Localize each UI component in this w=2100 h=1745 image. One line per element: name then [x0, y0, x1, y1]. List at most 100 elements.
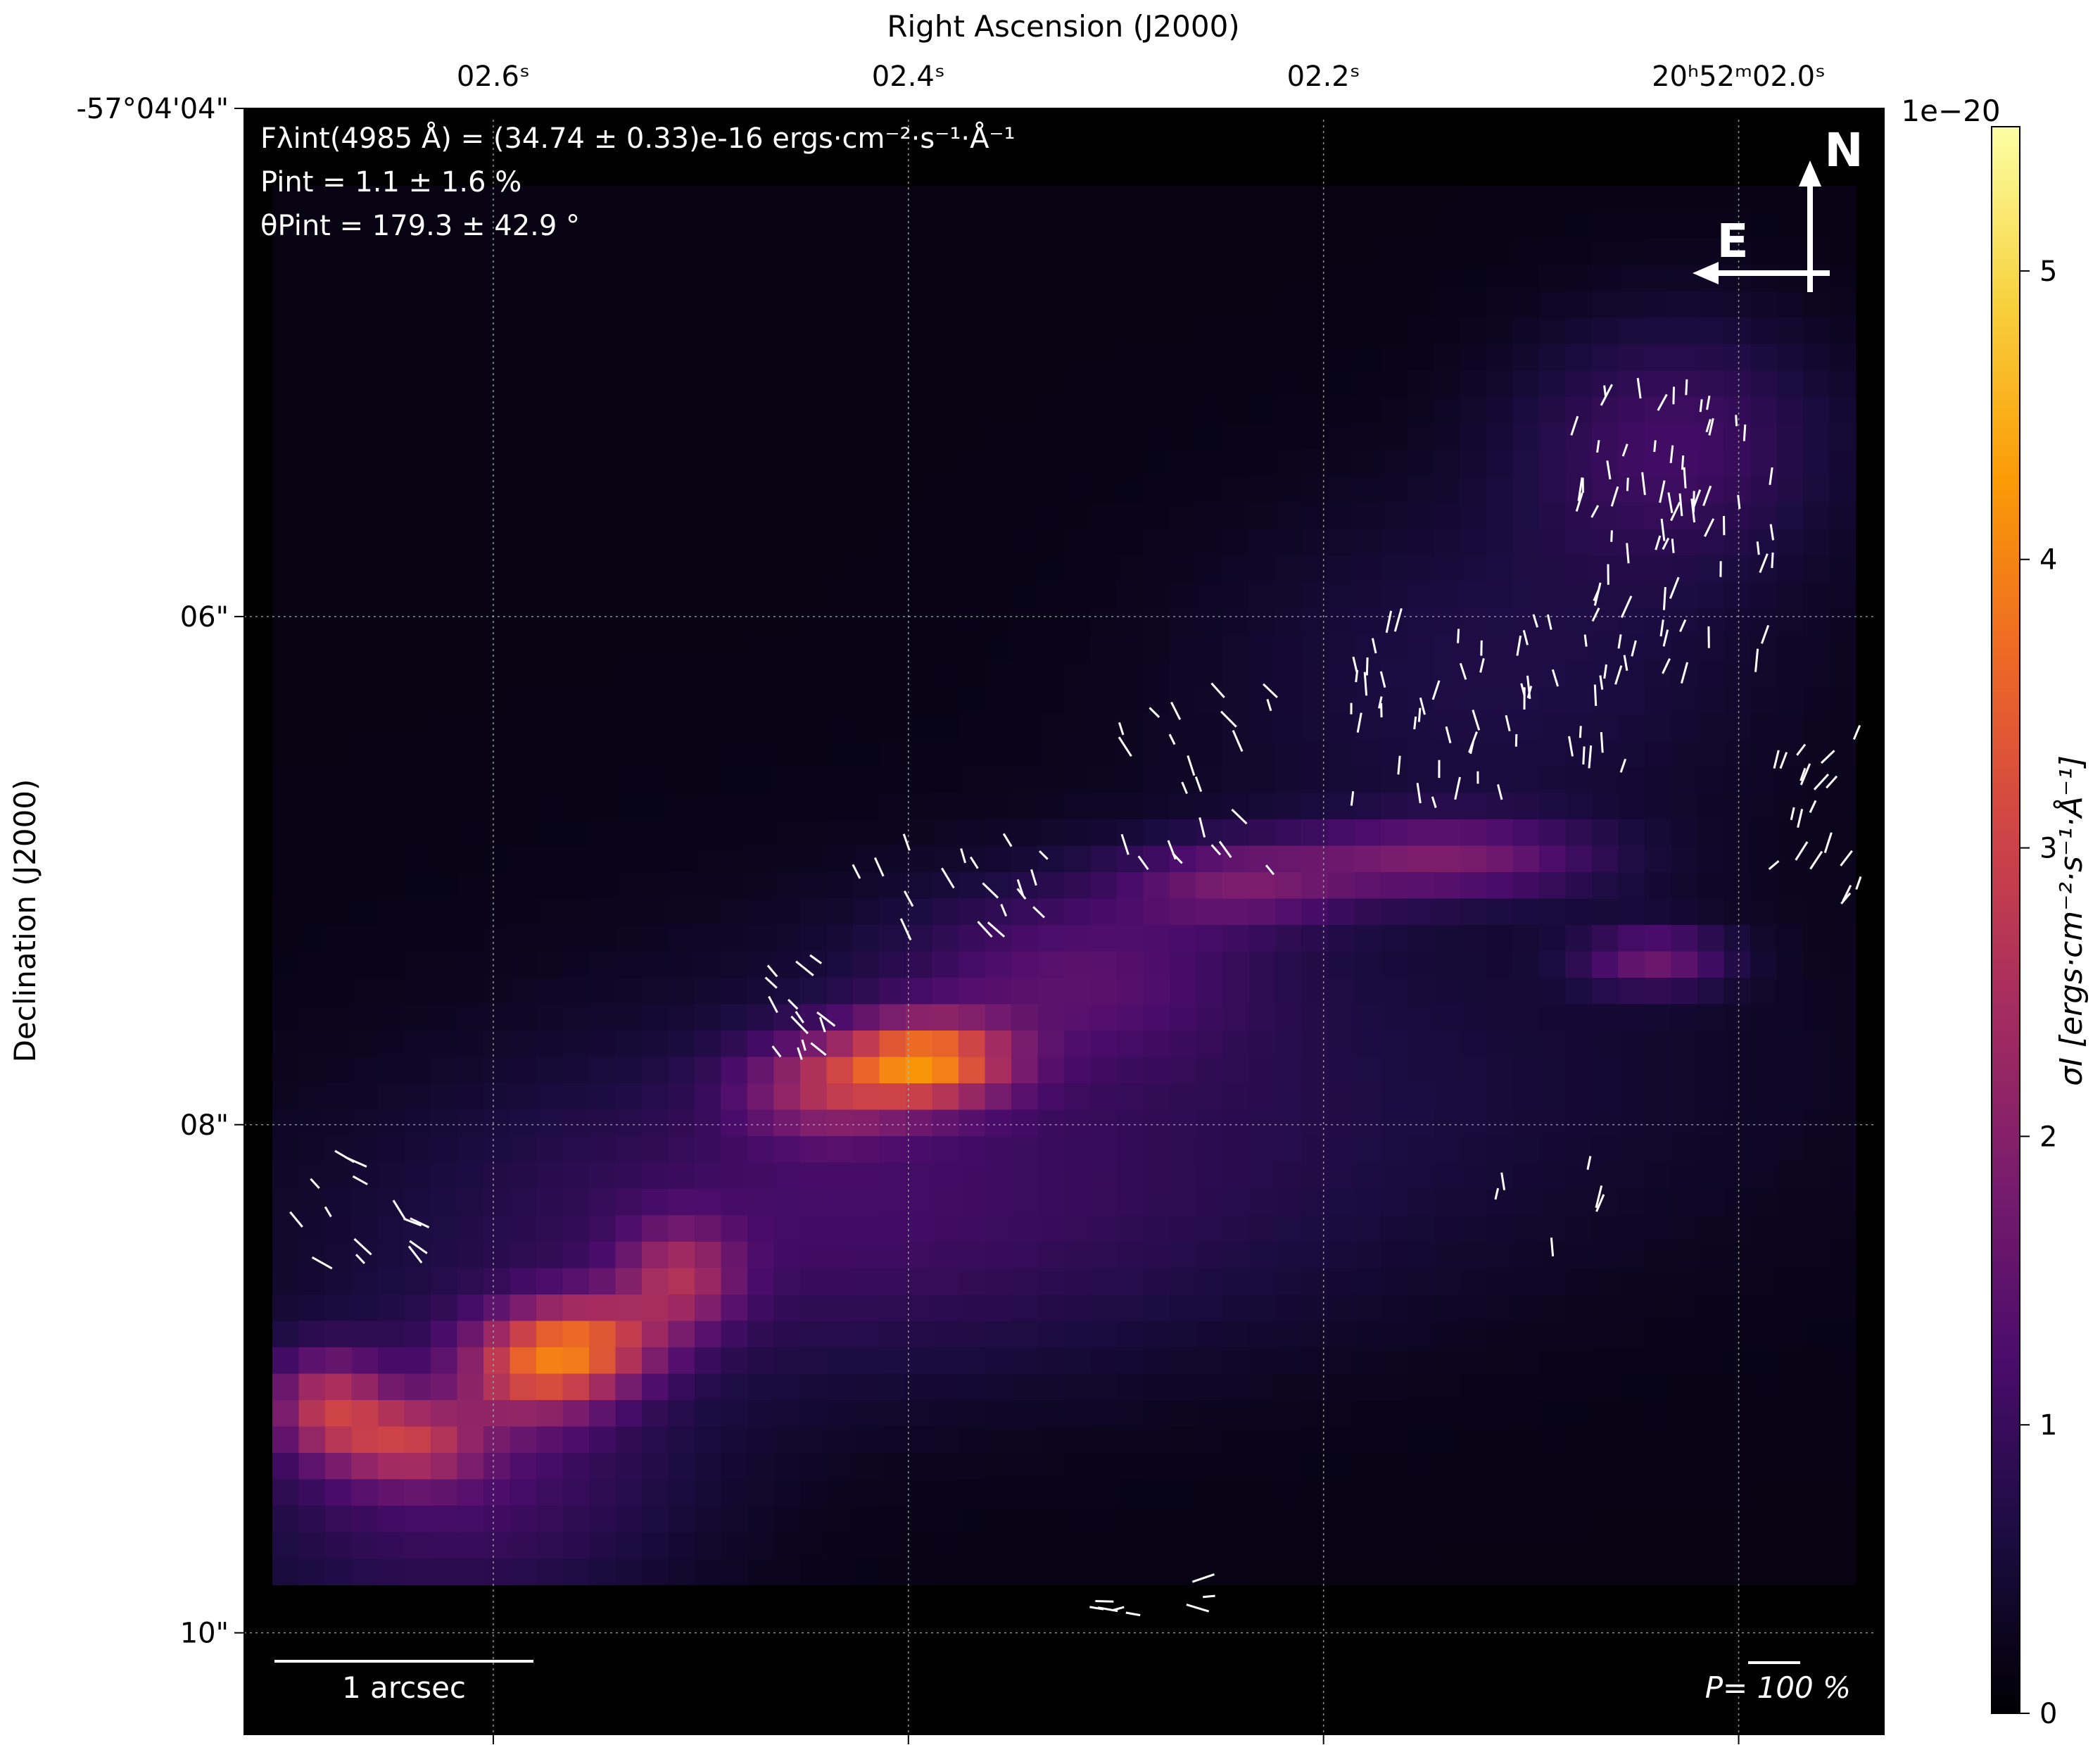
map-cell: [1143, 1242, 1170, 1269]
map-cell: [1248, 1004, 1276, 1031]
map-cell: [1697, 740, 1725, 767]
map-cell: [1776, 317, 1804, 345]
map-cell: [1434, 1242, 1461, 1269]
map-cell: [1301, 503, 1329, 530]
map-cell: [1037, 978, 1065, 1005]
polarization-vector: [1653, 440, 1657, 453]
map-cell: [1328, 1083, 1355, 1111]
map-cell: [1671, 344, 1698, 372]
map-cell: [1301, 661, 1329, 688]
map-cell: [1776, 1532, 1804, 1559]
map-cell: [562, 767, 590, 794]
map-cell: [826, 1506, 854, 1533]
map-cell: [879, 925, 906, 952]
map-cell: [668, 476, 695, 503]
emission-map: [244, 108, 1884, 1734]
polarization-vector: [1454, 776, 1461, 800]
map-cell: [510, 529, 537, 556]
map-cell: [773, 872, 801, 900]
map-cell: [932, 1479, 959, 1506]
map-cell: [932, 793, 959, 820]
map-cell: [1301, 529, 1329, 556]
map-cell: [853, 344, 880, 372]
map-cell: [1645, 845, 1672, 873]
map-cell: [457, 740, 484, 767]
polarization-vector: [392, 1199, 406, 1220]
map-cell: [1301, 555, 1329, 583]
map-cell: [510, 265, 537, 292]
map-cell: [1222, 1506, 1250, 1533]
map-cell: [431, 397, 458, 424]
polarization-vector: [1588, 745, 1593, 769]
map-cell: [298, 317, 326, 345]
map-cell: [695, 1109, 722, 1137]
map-cell: [1512, 898, 1540, 926]
map-cell: [959, 1083, 986, 1111]
map-cell: [1117, 819, 1144, 847]
map-cell: [1539, 503, 1567, 530]
map-cell: [1750, 1479, 1778, 1506]
map-cell: [272, 1426, 300, 1454]
map-cell: [1776, 1506, 1804, 1533]
map-cell: [1328, 291, 1355, 319]
map-cell: [351, 634, 379, 662]
map-cell: [1064, 370, 1092, 398]
map-cell: [351, 793, 379, 820]
map-cell: [906, 1294, 933, 1322]
map-cell: [589, 291, 616, 319]
map-cell: [800, 1215, 828, 1242]
map-cell: [747, 661, 775, 688]
map-cell: [1829, 1321, 1857, 1348]
map-cell: [1143, 1479, 1170, 1506]
coordinate-grid: [244, 108, 1884, 1734]
map-cell: [1301, 793, 1329, 820]
map-cell: [1460, 1373, 1487, 1401]
map-cell: [1381, 687, 1408, 714]
map-cell: [536, 212, 564, 239]
map-cell: [615, 1373, 643, 1401]
map-cell: [1618, 1215, 1645, 1242]
map-cell: [800, 608, 828, 636]
map-cell: [642, 1109, 669, 1137]
map-cell: [1117, 370, 1144, 398]
map-cell: [1671, 1242, 1698, 1269]
map-cell: [1064, 687, 1092, 714]
map-cell: [457, 1242, 484, 1269]
map-cell: [985, 476, 1012, 503]
map-cell: [1222, 186, 1250, 213]
map-cell: [1697, 1373, 1725, 1401]
map-cell: [1750, 978, 1778, 1005]
map-cell: [1064, 951, 1092, 978]
map-cell: [615, 581, 643, 609]
map-cell: [1407, 265, 1434, 292]
map-cell: [431, 740, 458, 767]
map-cell: [1486, 1242, 1514, 1269]
map-cell: [1090, 1479, 1118, 1506]
map-cell: [642, 529, 669, 556]
map-cell: [272, 740, 300, 767]
ra-tick-label: 02.2ˢ: [1287, 61, 1360, 93]
map-cell: [1301, 344, 1329, 372]
map-cell: [668, 1162, 695, 1190]
map-cell: [1750, 793, 1778, 820]
map-cell: [1460, 1242, 1487, 1269]
polarization-vector: [1595, 1194, 1605, 1212]
map-cell: [378, 1004, 405, 1031]
map-cell: [1248, 581, 1276, 609]
map-cell: [1539, 370, 1567, 398]
map-cell: [298, 1479, 326, 1506]
map-cell: [1407, 951, 1434, 978]
map-cell: [985, 212, 1012, 239]
map-cell: [853, 634, 880, 662]
map-cell: [642, 1268, 669, 1295]
map-cell: [378, 581, 405, 609]
map-cell: [431, 634, 458, 662]
map-cell: [1829, 476, 1857, 503]
map-cell: [879, 1004, 906, 1031]
polarization-vector: [1662, 629, 1669, 647]
map-cell: [431, 1453, 458, 1480]
map-cell: [272, 291, 300, 319]
map-cell: [1829, 661, 1857, 688]
map-cell: [1064, 898, 1092, 926]
map-cell: [1381, 872, 1408, 900]
